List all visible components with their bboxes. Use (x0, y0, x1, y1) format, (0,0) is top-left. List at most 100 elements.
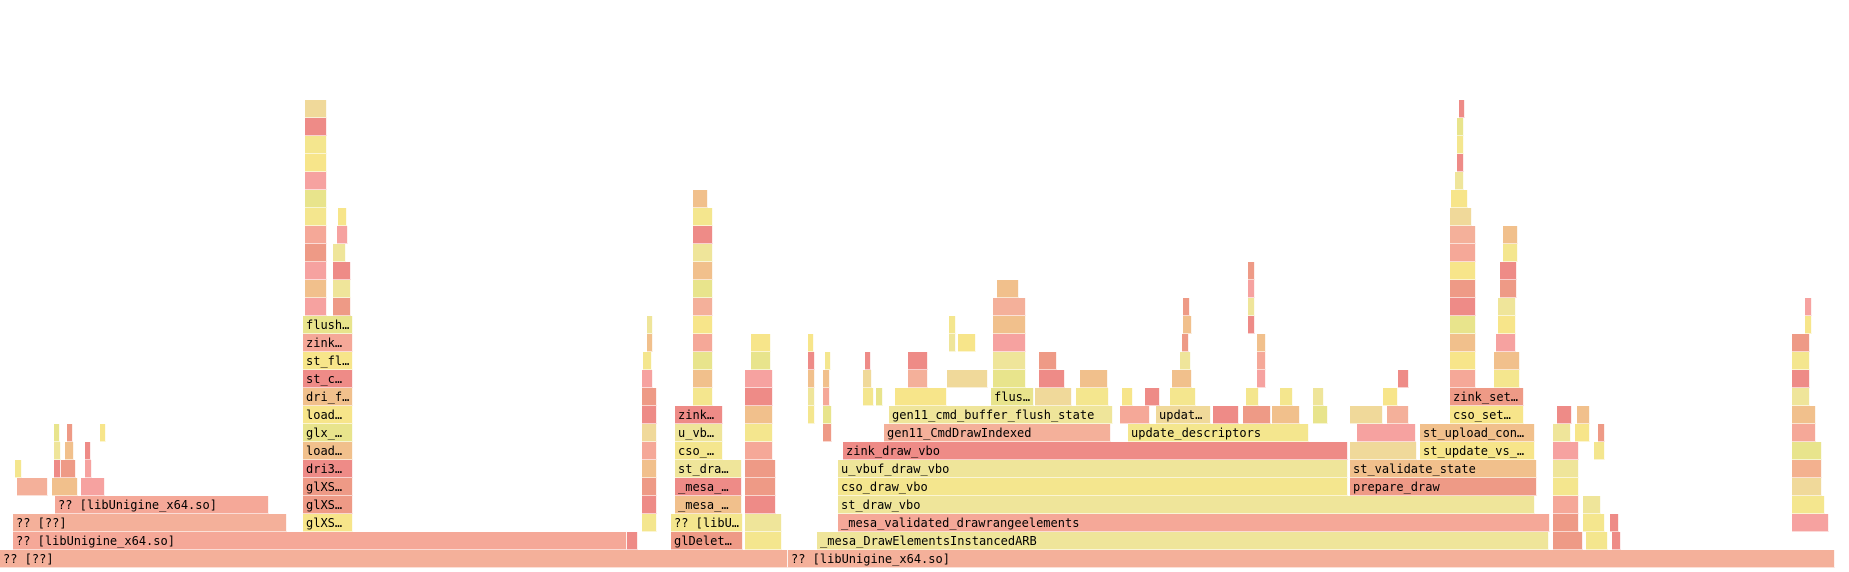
flame-frame[interactable]: flus… (991, 388, 1034, 406)
flame-frame[interactable]: gen11_CmdDrawIndexed (884, 424, 1111, 442)
flame-frame[interactable] (333, 298, 351, 316)
flame-frame[interactable] (642, 424, 657, 442)
flame-frame[interactable]: load… (303, 406, 353, 424)
flame-frame[interactable] (876, 388, 883, 406)
flame-frame[interactable]: _mesa_DrawElementsInstancedARB (817, 532, 1549, 550)
flame-frame[interactable] (1557, 406, 1572, 424)
flame-frame[interactable] (1553, 424, 1571, 442)
flame-frame[interactable] (305, 208, 327, 226)
flame-frame[interactable]: st_c… (303, 370, 353, 388)
flame-frame[interactable] (1170, 388, 1196, 406)
flame-frame[interactable] (1248, 316, 1255, 334)
flame-frame[interactable] (1383, 388, 1398, 406)
flame-frame[interactable] (67, 424, 73, 442)
flame-frame[interactable] (1398, 370, 1409, 388)
flame-frame[interactable] (865, 352, 871, 370)
flame-frame[interactable]: ?? [libU… (671, 514, 743, 532)
flame-frame[interactable] (1450, 208, 1472, 226)
flame-frame[interactable] (751, 352, 771, 370)
flame-frame[interactable] (642, 478, 657, 496)
flame-frame[interactable] (1272, 406, 1300, 424)
flame-frame[interactable] (745, 460, 776, 478)
flame-frame[interactable] (1248, 280, 1255, 298)
flame-frame[interactable] (1500, 262, 1517, 280)
flame-frame[interactable] (1498, 316, 1516, 334)
flame-frame[interactable] (305, 172, 327, 190)
flame-frame[interactable] (949, 334, 956, 352)
flame-frame[interactable] (647, 316, 653, 334)
flame-frame[interactable] (745, 514, 782, 532)
flame-frame[interactable] (1246, 388, 1259, 406)
flame-frame[interactable] (745, 388, 773, 406)
flame-frame[interactable]: glXS… (303, 496, 353, 514)
flame-frame[interactable] (863, 388, 874, 406)
flame-frame[interactable] (643, 352, 652, 370)
flame-frame[interactable] (1805, 298, 1812, 316)
flame-frame[interactable]: ?? [??] (13, 514, 287, 532)
flame-frame[interactable] (333, 244, 346, 262)
flame-frame[interactable] (693, 334, 713, 352)
flame-frame[interactable]: load… (303, 442, 353, 460)
flame-frame[interactable] (305, 262, 327, 280)
flame-frame[interactable] (745, 478, 776, 496)
flame-frame[interactable]: ?? [libUnigine_x64.so] (788, 550, 1835, 568)
flame-frame[interactable] (1494, 352, 1520, 370)
flame-frame[interactable] (997, 280, 1019, 298)
flame-frame[interactable]: glXS… (303, 478, 353, 496)
flame-frame[interactable] (1039, 370, 1065, 388)
flame-frame[interactable] (1792, 352, 1810, 370)
flame-frame[interactable] (65, 442, 74, 460)
flame-frame[interactable] (1494, 370, 1520, 388)
flame-frame[interactable]: cso_draw_vbo (838, 478, 1348, 496)
flame-frame[interactable]: update_descriptors (1128, 424, 1309, 442)
flame-frame[interactable] (1792, 442, 1822, 460)
flame-frame[interactable] (693, 298, 713, 316)
flame-frame[interactable] (823, 406, 832, 424)
flame-frame[interactable] (1455, 172, 1464, 190)
flame-frame[interactable] (1183, 298, 1190, 316)
flame-frame[interactable] (1586, 532, 1608, 550)
flame-frame[interactable] (993, 352, 1026, 370)
flame-frame[interactable] (642, 496, 657, 514)
flame-frame[interactable] (85, 460, 92, 478)
flame-frame[interactable] (1450, 298, 1476, 316)
flame-frame[interactable] (642, 370, 653, 388)
flame-frame[interactable] (1498, 298, 1516, 316)
flame-frame[interactable] (1120, 406, 1150, 424)
flame-frame[interactable] (61, 460, 76, 478)
flame-frame[interactable] (1503, 244, 1518, 262)
flame-frame[interactable] (808, 352, 815, 370)
flame-frame[interactable] (823, 424, 832, 442)
flame-frame[interactable] (1792, 460, 1822, 478)
flame-frame[interactable] (693, 208, 713, 226)
flame-frame[interactable]: ?? [libUnigine_x64.so] (13, 532, 627, 550)
flame-frame[interactable] (1172, 370, 1192, 388)
flame-frame[interactable] (305, 136, 327, 154)
flame-frame[interactable] (693, 262, 713, 280)
flame-frame[interactable]: st_upload_con… (1420, 424, 1535, 442)
flame-frame[interactable] (305, 190, 327, 208)
flame-frame[interactable] (1080, 370, 1108, 388)
flame-frame[interactable] (1583, 496, 1601, 514)
flame-frame[interactable]: st_fl… (303, 352, 353, 370)
flame-frame[interactable] (745, 496, 776, 514)
flame-frame[interactable] (947, 370, 988, 388)
flame-frame[interactable] (305, 100, 327, 118)
flame-frame[interactable]: flush… (303, 316, 353, 334)
flame-frame[interactable] (1553, 532, 1583, 550)
flame-frame[interactable] (1450, 334, 1476, 352)
flame-frame[interactable] (1457, 154, 1464, 172)
flame-frame[interactable] (1182, 334, 1189, 352)
flame-frame[interactable] (1594, 442, 1605, 460)
flame-frame[interactable]: dri_f… (303, 388, 353, 406)
flame-frame[interactable] (305, 280, 327, 298)
flame-frame[interactable] (1313, 388, 1324, 406)
flame-frame[interactable] (1257, 352, 1266, 370)
flame-frame[interactable] (333, 280, 351, 298)
flame-frame[interactable] (333, 262, 351, 280)
flame-frame[interactable] (745, 532, 782, 550)
flame-frame[interactable] (993, 370, 1026, 388)
flame-frame[interactable] (1792, 496, 1825, 514)
flame-frame[interactable] (693, 244, 713, 262)
flame-frame[interactable] (627, 532, 638, 550)
